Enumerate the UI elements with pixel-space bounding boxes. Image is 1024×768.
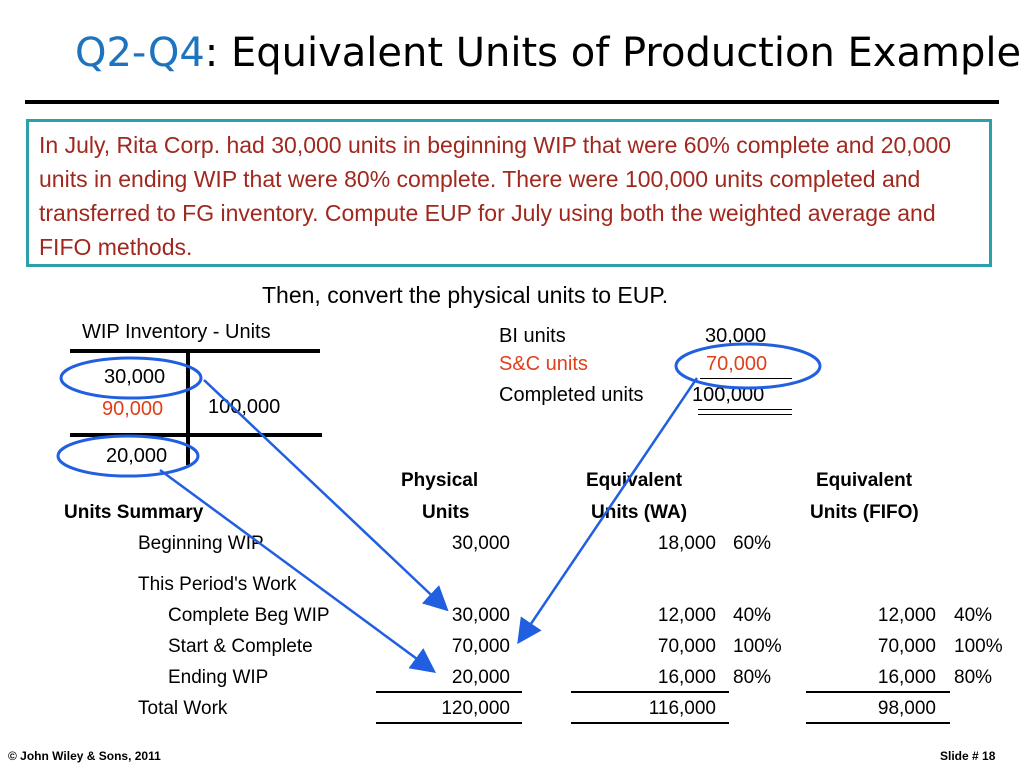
t-account-balance-line (70, 433, 322, 437)
problem-box: In July, Rita Corp. had 30,000 units in … (26, 119, 992, 267)
problem-text: In July, Rita Corp. had 30,000 units in … (39, 132, 952, 260)
start-complete-physical: 70,000 (451, 636, 510, 657)
sc-units-value: 70,000 (706, 353, 768, 375)
bi-units-label: BI units (499, 325, 566, 347)
t-ending-balance: 20,000 (106, 445, 168, 467)
instruction-text: Then, convert the physical units to EUP. (262, 282, 669, 308)
start-complete-fifo: 70,000 (877, 636, 936, 657)
t-debit-started: 90,000 (102, 398, 164, 420)
complete-beg-physical: 30,000 (451, 605, 510, 626)
total-work-label: Total Work (138, 698, 228, 719)
start-complete-wa-pct: 100% (733, 636, 782, 657)
title-prefix: Q2-Q4 (75, 30, 205, 76)
total-fifo: 98,000 (877, 698, 936, 719)
fifo-total-rule (806, 691, 950, 693)
slide-title: Q2-Q4: Equivalent Units of Production Ex… (75, 28, 1021, 78)
start-complete-fifo-pct: 100% (954, 636, 1003, 657)
ellipse-begin-30000 (59, 356, 203, 400)
fifo-bottom-rule (806, 722, 950, 724)
wa-bottom-rule (571, 722, 729, 724)
completed-units-value: 100,000 (692, 384, 765, 406)
start-complete-wa: 70,000 (657, 636, 716, 657)
arrow-ending-to-ending-wip (159, 468, 437, 673)
total-physical: 120,000 (441, 698, 510, 719)
beginning-wip-wa-pct: 60% (733, 533, 772, 554)
ending-wip-wa: 16,000 (657, 667, 716, 688)
wa-total-rule (571, 691, 729, 693)
title-text: : Equivalent Units of Production Example (204, 30, 1022, 76)
complete-beg-fifo: 12,000 (877, 605, 936, 626)
ending-wip-label: Ending WIP (168, 667, 269, 688)
fifo-header-2: Units (FIFO) (810, 502, 919, 523)
physical-total-rule (376, 691, 522, 693)
physical-header-1: Physical (401, 470, 479, 491)
arrow-begin-to-complete-beg (203, 379, 449, 612)
ending-wip-physical: 20,000 (451, 667, 510, 688)
sc-units-label: S&C units (499, 353, 588, 375)
ending-wip-fifo-pct: 80% (954, 667, 993, 688)
complete-beg-fifo-pct: 40% (954, 605, 993, 626)
title-divider (25, 100, 999, 104)
this-period-label: This Period's Work (138, 574, 297, 595)
units-summary-label: Units Summary (64, 502, 204, 523)
arrow-sc-to-start-complete (517, 377, 699, 645)
ellipse-sc-70000 (674, 342, 822, 390)
completed-units-label: Completed units (499, 384, 644, 406)
ending-wip-wa-pct: 80% (733, 667, 772, 688)
complete-beg-wa-pct: 40% (733, 605, 772, 626)
wa-header-2: Units (WA) (591, 502, 688, 523)
beginning-wip-physical: 30,000 (451, 533, 510, 554)
ending-wip-fifo: 16,000 (877, 667, 936, 688)
total-wa: 116,000 (648, 698, 716, 719)
bi-units-value: 30,000 (705, 325, 767, 347)
fifo-header-1: Equivalent (816, 470, 913, 491)
physical-header-2: Units (422, 502, 470, 523)
t-account-label: WIP Inventory - Units (82, 321, 271, 343)
beginning-wip-label: Beginning WIP (138, 533, 264, 554)
beginning-wip-wa: 18,000 (657, 533, 716, 554)
start-complete-label: Start & Complete (168, 636, 313, 657)
t-account-vertical-line (186, 353, 190, 465)
completed-double-underline-2 (698, 414, 792, 415)
sc-underline (700, 378, 792, 379)
physical-bottom-rule (376, 722, 522, 724)
wa-header-1: Equivalent (586, 470, 683, 491)
t-debit-begin: 30,000 (104, 366, 166, 388)
t-account-top-line (70, 349, 320, 353)
completed-double-underline-1 (698, 409, 792, 410)
ellipse-ending-20000 (56, 434, 200, 478)
complete-beg-label: Complete Beg WIP (168, 605, 330, 626)
complete-beg-wa: 12,000 (657, 605, 716, 626)
slide-number: Slide # 18 (940, 749, 996, 763)
copyright-text: © John Wiley & Sons, 2011 (8, 749, 161, 763)
